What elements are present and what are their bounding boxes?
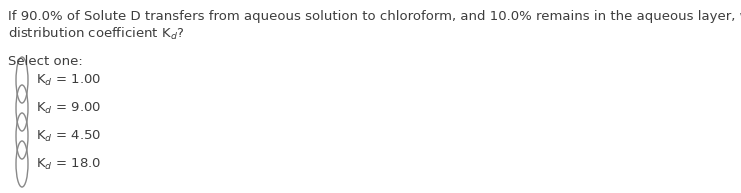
Text: distribution coefficient K$_d$?: distribution coefficient K$_d$? xyxy=(8,26,185,42)
Text: If 90.0% of Solute D transfers from aqueous solution to chloroform, and 10.0% re: If 90.0% of Solute D transfers from aque… xyxy=(8,10,741,23)
Text: K$_d$ = 4.50: K$_d$ = 4.50 xyxy=(36,129,101,144)
Text: K$_d$ = 9.00: K$_d$ = 9.00 xyxy=(36,100,101,116)
Text: Select one:: Select one: xyxy=(8,55,83,68)
Text: K$_d$ = 1.00: K$_d$ = 1.00 xyxy=(36,72,101,88)
Text: K$_d$ = 18.0: K$_d$ = 18.0 xyxy=(36,157,101,172)
